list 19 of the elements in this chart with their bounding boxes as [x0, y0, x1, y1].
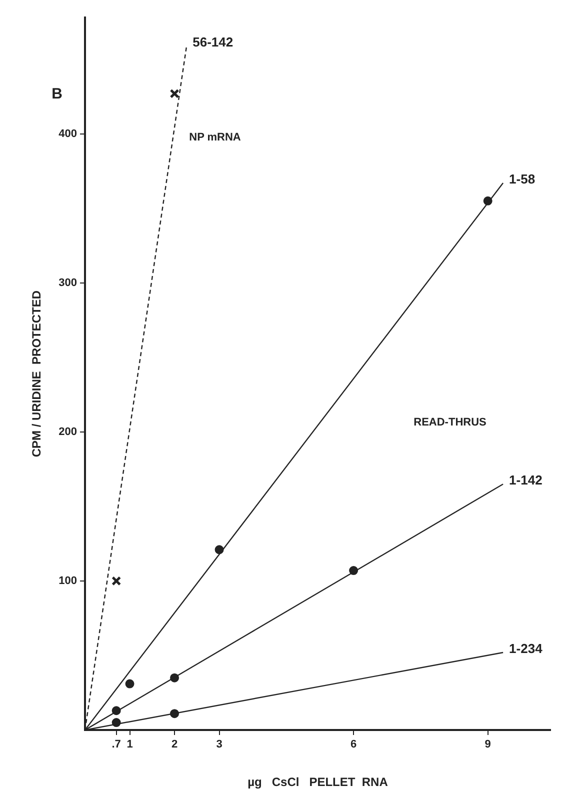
x-tick-label: 6: [350, 738, 357, 751]
annotation: NP mRNA: [189, 132, 241, 144]
y-tick-label: 300: [58, 276, 77, 289]
x-tick-label: 1: [126, 738, 133, 751]
text: B: [52, 86, 63, 103]
x-tick-label: 2: [171, 738, 178, 751]
series-label: 1-234: [509, 641, 544, 656]
x-tick-label: 3: [216, 738, 222, 751]
series-label: 1-142: [509, 472, 542, 488]
y-tick-label: 400: [58, 128, 77, 140]
annotation: READ-THRUS: [414, 416, 486, 429]
series-label: 56-142: [192, 34, 234, 50]
y-tick-label: 200: [58, 426, 77, 438]
x-axis-title: µg CsCl PELLET RNA: [248, 775, 388, 790]
series-label: 1-58: [509, 172, 536, 187]
y-tick-label: 100: [58, 574, 77, 587]
x-tick-label: .7: [112, 738, 121, 751]
x-tick-label: 9: [484, 738, 491, 751]
y-axis-title: CPM / URIDINE PROTECTED: [30, 290, 44, 458]
